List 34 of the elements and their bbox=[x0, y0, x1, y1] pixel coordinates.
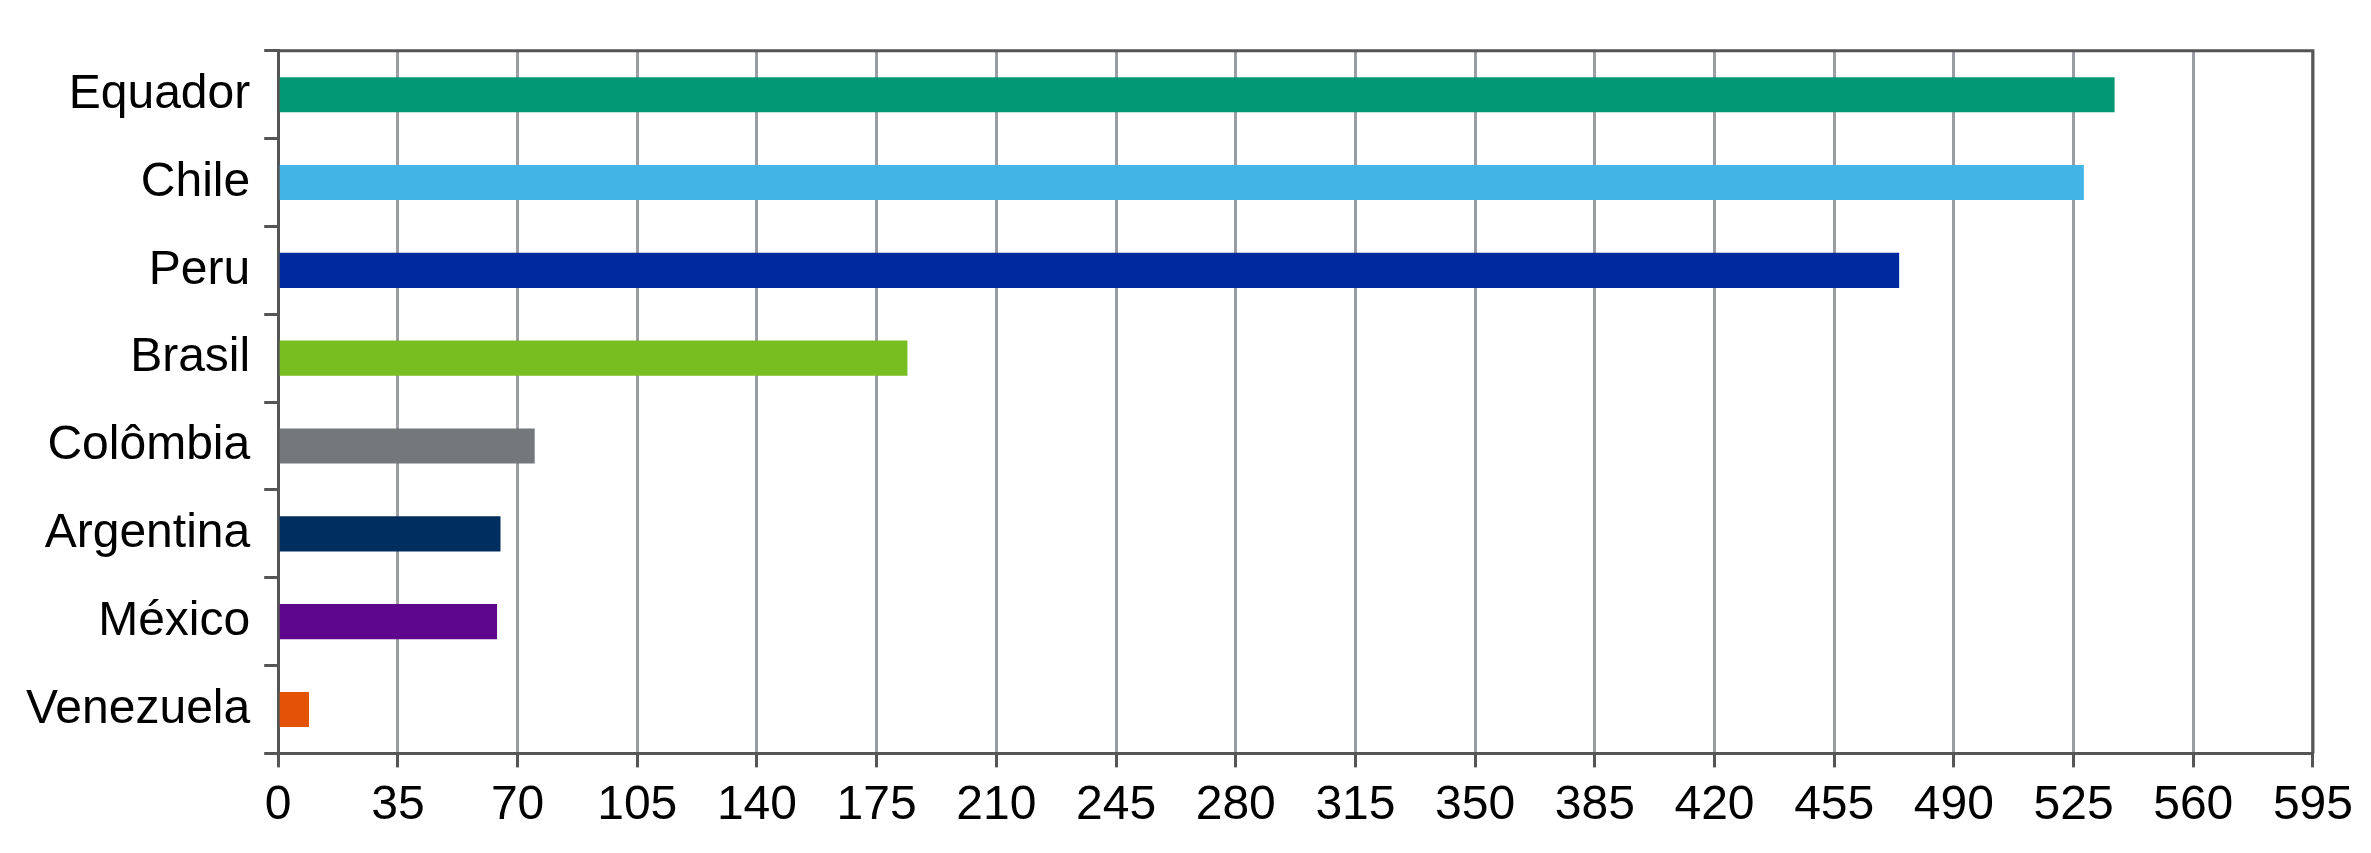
x-tick-label: 350 bbox=[1435, 776, 1516, 830]
y-tick-label: Colômbia bbox=[47, 416, 251, 470]
bar bbox=[279, 604, 498, 640]
y-tick-label: Argentina bbox=[44, 504, 251, 558]
bar bbox=[279, 340, 908, 376]
x-tick-label: 455 bbox=[1794, 776, 1875, 830]
y-tick-label: Venezuela bbox=[26, 679, 251, 733]
y-tick-label: Equador bbox=[68, 64, 251, 118]
x-tick-label: 35 bbox=[371, 776, 425, 830]
bar bbox=[279, 428, 535, 464]
bar bbox=[279, 77, 2115, 113]
x-tick-label: 0 bbox=[264, 776, 292, 830]
x-tick-label: 210 bbox=[956, 776, 1037, 830]
y-tick-label: Chile bbox=[140, 152, 251, 206]
x-tick-label: 280 bbox=[1195, 776, 1276, 830]
x-tick-label: 560 bbox=[2153, 776, 2234, 830]
x-tick-label: 385 bbox=[1554, 776, 1635, 830]
bar bbox=[279, 691, 309, 728]
x-tick-label: 245 bbox=[1076, 776, 1157, 830]
bar bbox=[279, 164, 2084, 201]
x-tick-label: 140 bbox=[716, 776, 798, 830]
y-tick-label: Peru bbox=[148, 240, 251, 294]
x-tick-label: 175 bbox=[836, 776, 917, 830]
x-tick-label: 525 bbox=[2033, 776, 2114, 830]
x-tick-label: 490 bbox=[1913, 776, 1994, 830]
x-tick-label: 105 bbox=[597, 776, 678, 830]
y-tick-label: Brasil bbox=[130, 328, 251, 382]
x-tick-label: 315 bbox=[1315, 776, 1396, 830]
x-tick-label: 420 bbox=[1674, 776, 1755, 830]
y-tick-label: México bbox=[98, 591, 251, 645]
bar bbox=[279, 252, 1900, 288]
x-tick-label: 70 bbox=[490, 776, 545, 830]
bar bbox=[279, 516, 501, 552]
x-tick-label: 595 bbox=[2272, 776, 2353, 830]
